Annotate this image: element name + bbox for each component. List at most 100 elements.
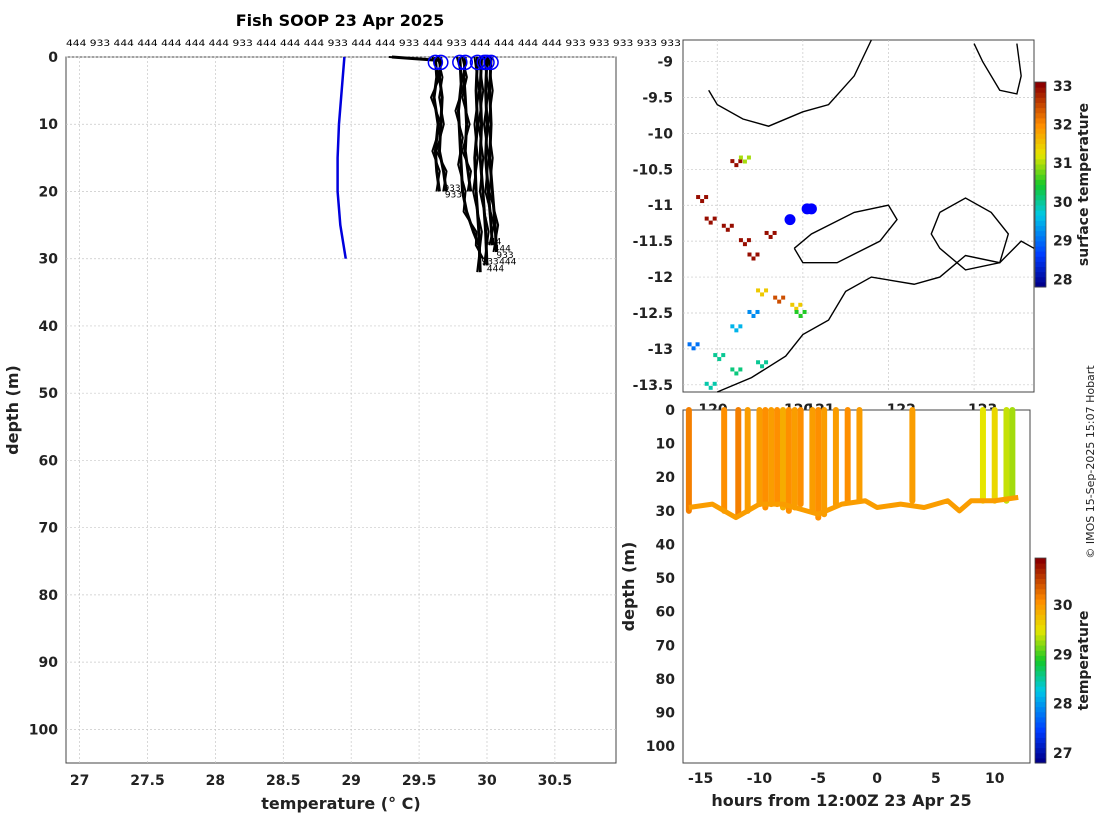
sst-pixel [794, 309, 799, 314]
sst-pixel [738, 367, 743, 372]
sst-pixel [730, 324, 735, 329]
map-colorbar-segment [1035, 133, 1046, 139]
ts-colorbar-segment [1035, 752, 1046, 759]
ts-colorbar-segment [1035, 619, 1046, 626]
ts-colorbar-tick: 30 [1053, 598, 1073, 614]
ts-colorbar-segment [1035, 727, 1046, 733]
page-title: Fish SOOP 23 Apr 2025 [236, 11, 445, 30]
map-lat-label: -12.5 [633, 306, 673, 322]
sst-pixel [713, 353, 718, 358]
ts-x-tick-label: 5 [931, 771, 941, 787]
sst-pixel [729, 223, 734, 228]
y-tick-label: 30 [39, 252, 59, 268]
sst-pixel [755, 309, 760, 314]
map-colorbar-segment [1035, 220, 1046, 226]
map-colorbar-segment [1035, 261, 1046, 267]
map-colorbar-segment [1035, 271, 1046, 278]
surface-marker [427, 54, 444, 71]
ts-colorbar-segment [1035, 711, 1046, 718]
sst-pixel [746, 238, 751, 243]
ts-colorbar-segment [1035, 634, 1046, 641]
sst-pixel [738, 159, 743, 164]
map-colorbar-segment [1035, 199, 1046, 206]
sst-pixel [760, 292, 765, 297]
ts-y-tick-label: 70 [656, 638, 676, 654]
ts-x-tick-label: -15 [688, 771, 713, 787]
map-colorbar-segment [1035, 148, 1046, 155]
map-colorbar-segment [1035, 240, 1046, 247]
map-colorbar-segment [1035, 251, 1046, 257]
ts-colorbar-segment [1035, 737, 1046, 743]
sst-pixel [764, 288, 769, 293]
profile-line-444 [462, 56, 473, 192]
ts-colorbar-segment [1035, 681, 1046, 687]
profile-line-933 [473, 56, 482, 273]
profile-line-933 [488, 56, 498, 253]
sst-pixel [760, 364, 765, 369]
ts-colorbar-segment [1035, 665, 1046, 672]
map-colorbar-frame [1034, 81, 1047, 288]
map-lat-label: -11 [648, 198, 673, 214]
profile-line-933 [487, 56, 500, 253]
map-colorbar-segment [1035, 102, 1046, 109]
map-colorbar-segment [1035, 189, 1046, 196]
sst-pixel [738, 324, 743, 329]
map-colorbar-segment [1035, 266, 1046, 273]
map-lat-label: -11.5 [633, 234, 673, 250]
profile-line-444 [478, 56, 489, 266]
map-colorbar-segment [1035, 225, 1046, 232]
sst-pixel [756, 360, 761, 365]
profile-line-444 [435, 56, 448, 192]
map-colorbar-segment [1035, 276, 1046, 283]
map-colorbar-tick: 29 [1053, 234, 1072, 250]
map-colorbar-segment [1035, 128, 1046, 134]
ts-colorbar-segment [1035, 732, 1046, 738]
map-colorbar-segment [1035, 215, 1046, 221]
profile-line-444 [437, 56, 448, 192]
sst-pixel [751, 313, 756, 318]
map-colorbar-segment [1035, 235, 1046, 242]
sst-pixel [772, 230, 777, 235]
map-chart: -9-9.5-10-10.5-11-11.5-12-12.5-13-13.512… [633, 39, 1092, 418]
y-tick-label: 40 [39, 319, 59, 335]
map-colorbar-segment [1035, 174, 1046, 180]
ts-colorbar-segment [1035, 629, 1046, 636]
x-tick-label: 27.5 [130, 773, 165, 789]
sst-pixel [704, 381, 709, 386]
map-colorbar-segment [1035, 281, 1046, 288]
y-tick-label: 80 [39, 588, 59, 604]
map-lat-label: -10 [648, 126, 674, 142]
map-plot-area [682, 39, 1035, 393]
ts-colorbar-segment [1035, 701, 1046, 708]
ts-y-tick-label: 20 [656, 470, 676, 486]
sst-pixel [691, 346, 696, 351]
sst-pixel [695, 342, 700, 347]
ts-colorbar-segment [1035, 609, 1046, 615]
coastline [716, 240, 1035, 393]
ts-y-tick-label: 0 [665, 403, 675, 419]
ts-colorbar-segment [1035, 722, 1046, 728]
profile-line-933 [454, 56, 485, 260]
y-tick-label: 20 [39, 184, 59, 200]
sst-pixel [725, 227, 730, 232]
sst-pixel [781, 295, 786, 300]
sst-pixel [794, 306, 799, 311]
profile-line-444 [477, 56, 490, 266]
ts-colorbar-segment [1035, 599, 1046, 605]
ts-colorbar-segment [1035, 593, 1046, 600]
profile-end-label: 444 [484, 238, 501, 248]
ts-colorbar-label: temperature [1076, 611, 1092, 711]
map-colorbar-tick: 31 [1053, 156, 1072, 172]
surface-marker [483, 54, 499, 71]
x-tick-label: 27 [70, 773, 89, 789]
ts-colorbar-segment [1035, 588, 1046, 595]
sst-pixel [730, 159, 735, 164]
sst-pixel [730, 367, 735, 372]
ts-colorbar-segment [1035, 558, 1046, 564]
map-lat-label: -13 [648, 342, 673, 358]
sst-pixel [756, 288, 761, 293]
profile-chart: 27 27.5 28 28.5 29 29.5 30 30.5 0 10 20 30 40 50 60 70 8… [3, 39, 776, 813]
profile-end-label: 933 [481, 258, 498, 268]
ts-colorbar-segment [1035, 568, 1046, 574]
